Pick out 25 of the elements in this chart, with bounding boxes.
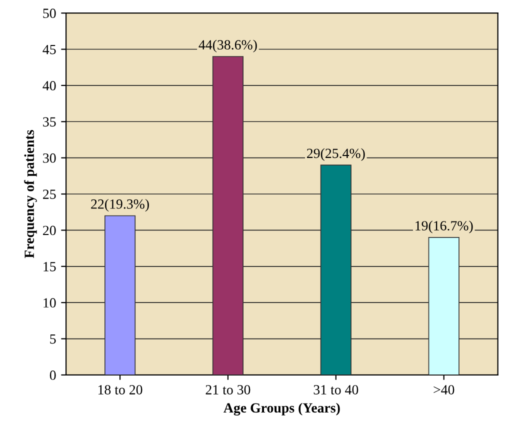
y-tick-label: 10: [44, 298, 56, 308]
x-tick-label: 18 to 20: [98, 385, 142, 394]
y-tick-label: 25: [43, 190, 56, 199]
bar: [428, 237, 460, 375]
x-axis-title: Age Groups (Years): [224, 402, 340, 416]
data-label: 19(16.7%): [416, 220, 473, 234]
data-label: 44(38.6%): [198, 40, 257, 52]
x-tick-label: 31 to 40: [314, 385, 358, 394]
data-label: 22(19.3%): [91, 198, 149, 212]
y-axis-title: Frequency of patients: [24, 130, 37, 258]
y-tick-label: 40: [42, 81, 56, 90]
y-tick-label: 15: [44, 262, 56, 272]
x-tick-label: 21 to 30: [206, 385, 250, 394]
y-tick-label: 30: [43, 153, 56, 163]
y-tick-label: 35: [43, 117, 56, 127]
y-tick-label: 45: [42, 44, 56, 54]
bar: [320, 164, 352, 375]
y-tick-label: 20: [43, 226, 56, 236]
bar: [104, 215, 136, 375]
y-tick-label: 50: [43, 8, 56, 18]
x-tick-label: >40: [434, 385, 454, 394]
y-tick-label: 5: [50, 334, 56, 344]
data-label: 29(25.4%): [307, 148, 365, 161]
bar: [212, 56, 244, 375]
y-tick-label: 0: [50, 370, 56, 380]
